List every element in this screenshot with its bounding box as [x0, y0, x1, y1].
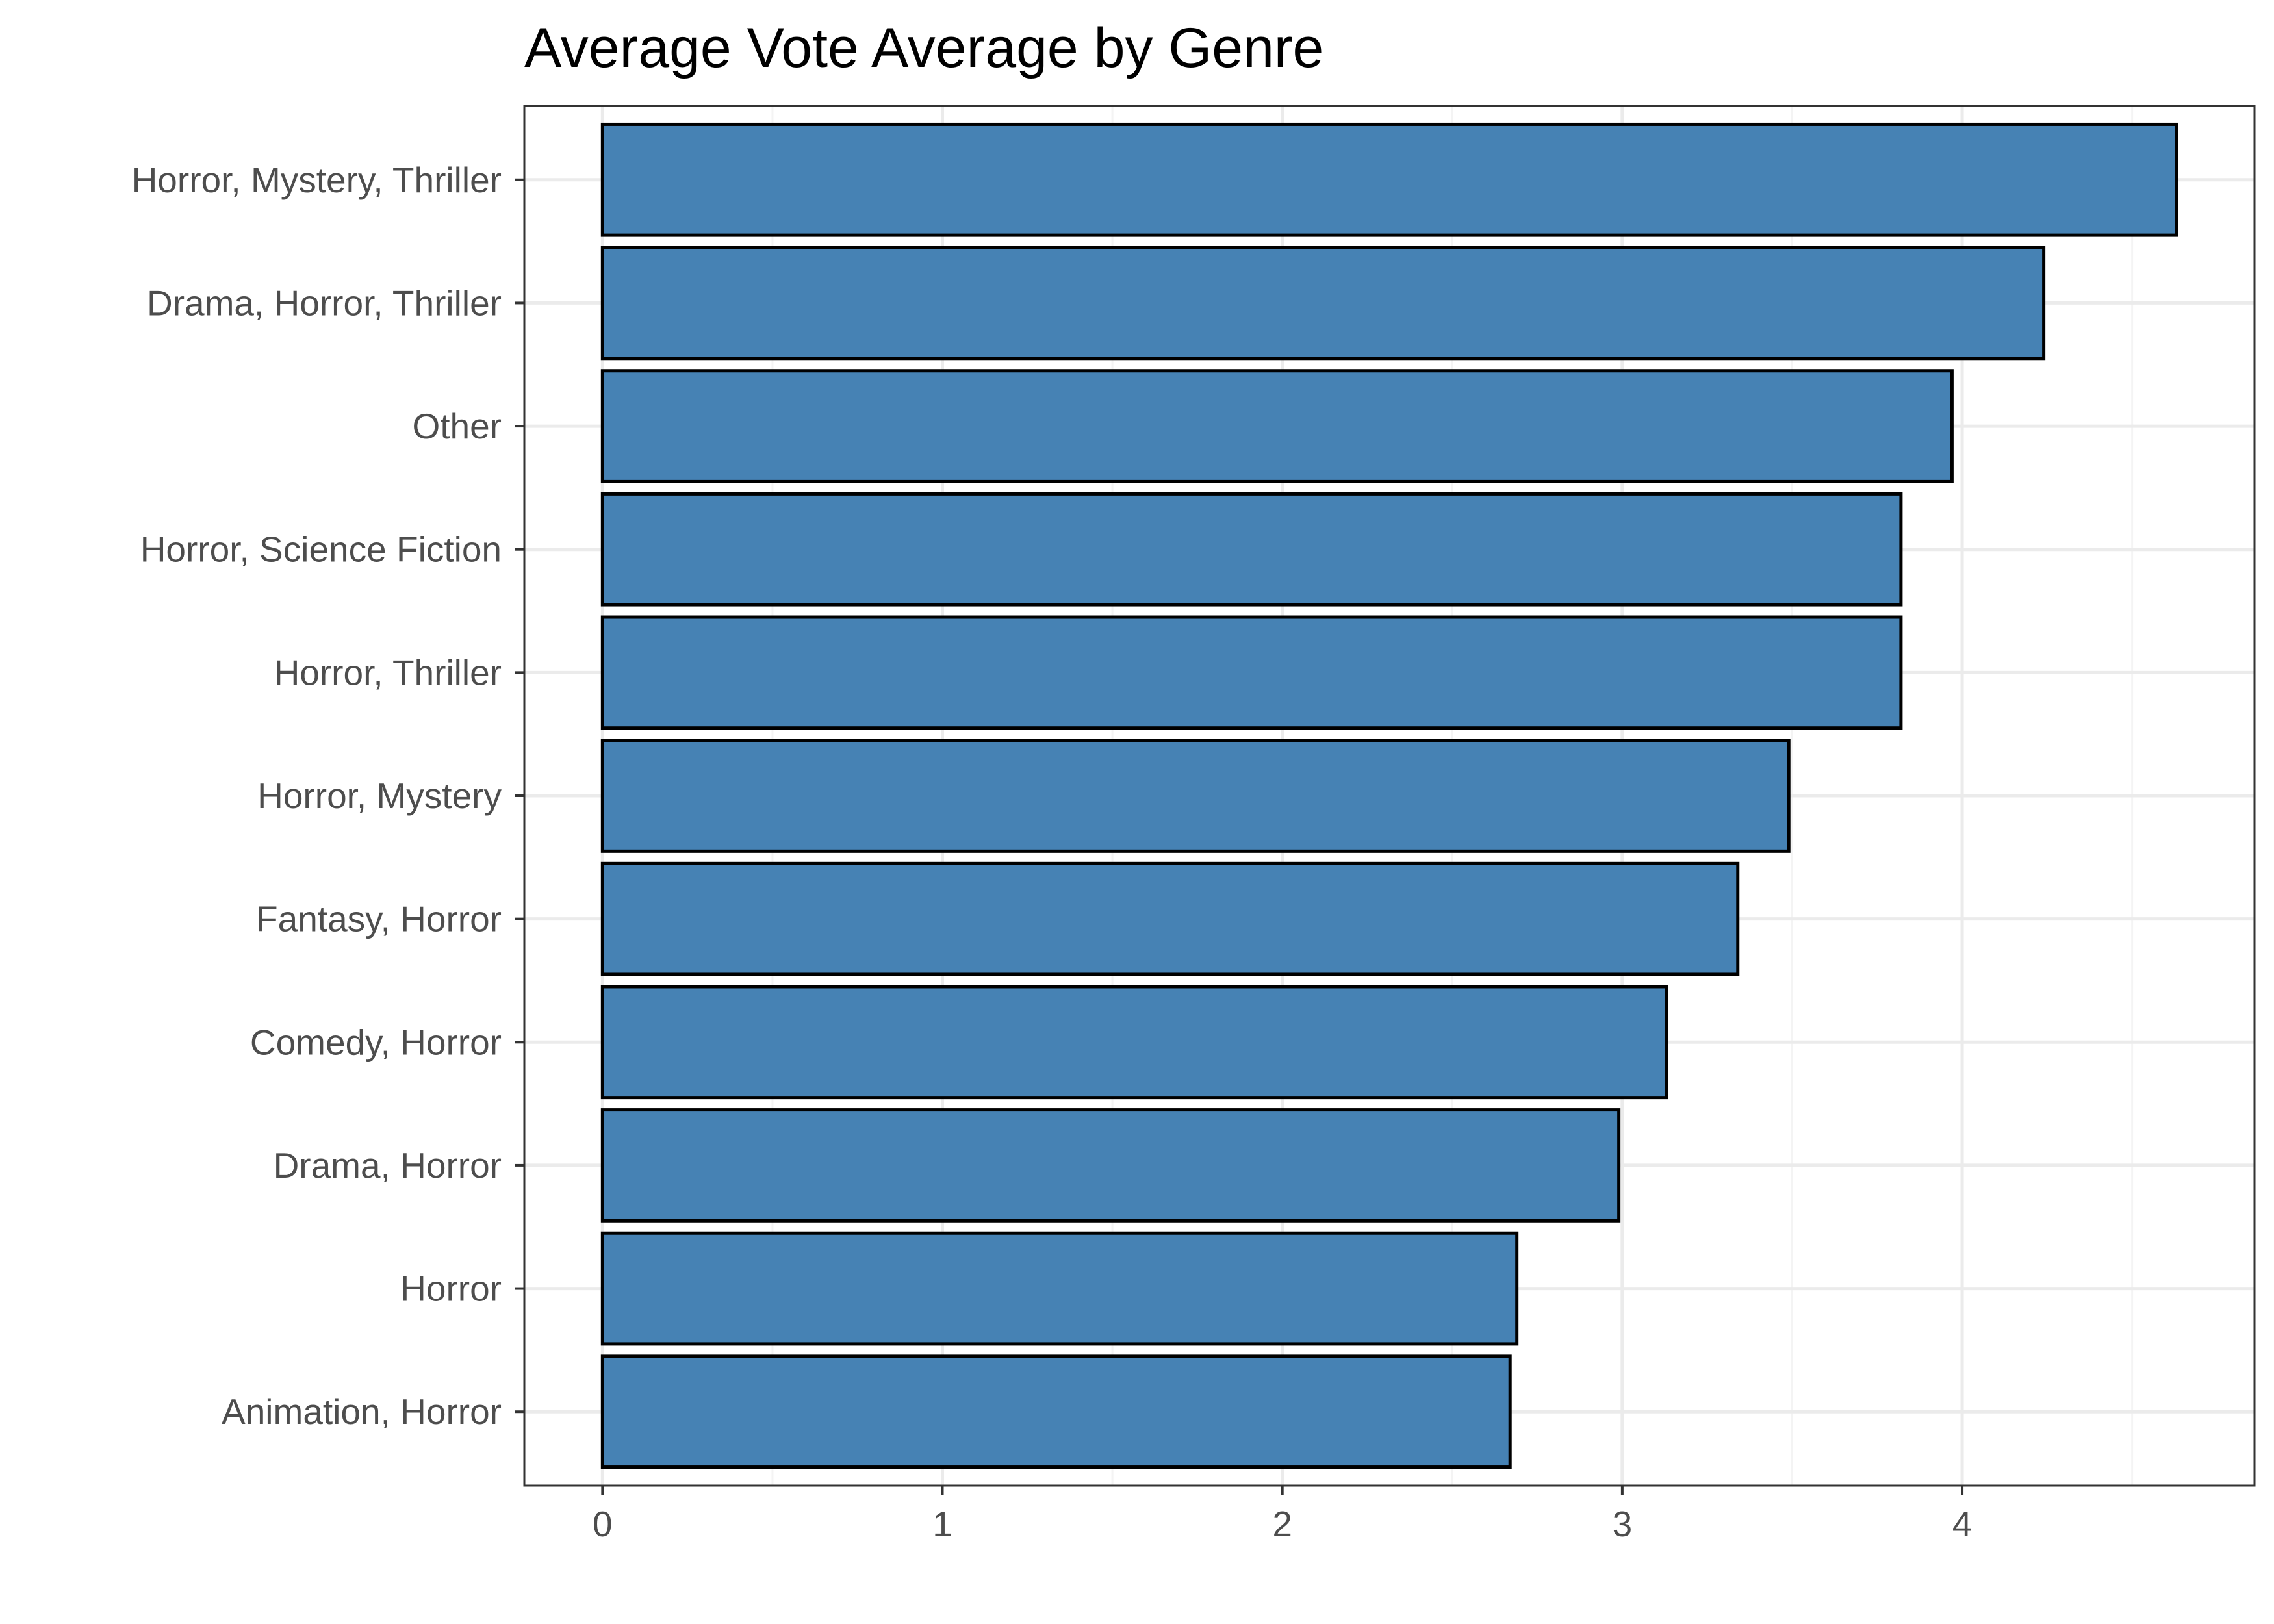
bar	[600, 615, 1903, 730]
bar	[600, 122, 2178, 237]
y-tick-label: Horror, Mystery	[257, 776, 502, 816]
y-tick-label: Horror, Science Fiction	[140, 529, 502, 570]
y-tick-label: Animation, Horror	[222, 1391, 502, 1432]
bar	[600, 492, 1903, 607]
bar	[600, 1231, 1519, 1346]
bar	[600, 1108, 1621, 1223]
bar	[600, 985, 1668, 1100]
x-tick-label: 3	[1613, 1504, 1633, 1544]
bar	[600, 1354, 1512, 1469]
x-tick-label: 2	[1272, 1504, 1292, 1544]
y-tick-label: Fantasy, Horror	[256, 899, 502, 939]
y-tick-label: Other	[412, 406, 502, 446]
y-tick-label: Horror, Thriller	[274, 652, 502, 692]
bar	[600, 369, 1954, 483]
bar	[600, 739, 1791, 853]
x-axis: 0 1 2 3 4	[593, 1486, 1972, 1544]
chart-title: Average Vote Average by Genre	[524, 17, 1323, 79]
x-tick-label: 0	[593, 1504, 613, 1544]
plot-panel	[523, 105, 2256, 1487]
bar	[600, 861, 1740, 976]
bars	[600, 122, 2178, 1469]
x-tick-label: 4	[1952, 1504, 1973, 1544]
y-axis: Horror, Mystery, Thriller Drama, Horror, …	[132, 160, 524, 1432]
y-tick-label: Horror, Mystery, Thriller	[132, 160, 502, 200]
y-tick-label: Drama, Horror, Thriller	[147, 283, 502, 323]
y-tick-label: Drama, Horror	[274, 1145, 502, 1186]
x-tick-label: 1	[932, 1504, 952, 1544]
y-tick-label: Comedy, Horror	[250, 1022, 502, 1062]
bar	[600, 246, 2046, 361]
y-tick-label: Horror	[400, 1269, 502, 1309]
